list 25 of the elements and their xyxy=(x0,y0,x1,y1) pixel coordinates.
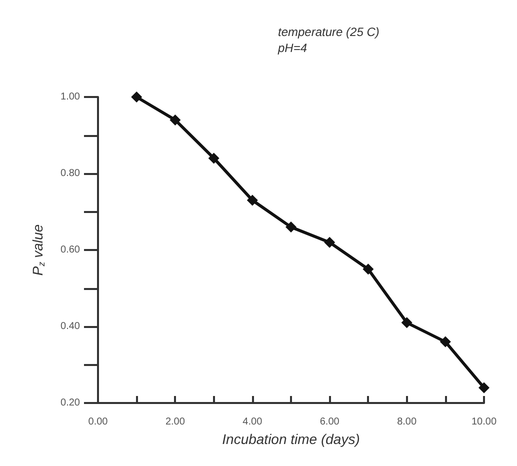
x-tick-label: 0.00 xyxy=(88,416,108,428)
y-tick-label: 0.60 xyxy=(60,244,80,256)
x-tick-label: 8.00 xyxy=(397,416,417,428)
point xyxy=(246,194,258,206)
y-axis-title: Pz value xyxy=(30,224,46,276)
point xyxy=(440,336,451,348)
text: pH=4 xyxy=(277,41,308,55)
point xyxy=(286,222,296,233)
y-tick-label: 0.40 xyxy=(60,321,80,332)
x-tick-label: 10.00 xyxy=(471,416,497,428)
text: temperature (25 C) xyxy=(278,25,380,39)
point xyxy=(362,264,374,275)
x-tick-label: 2.00 xyxy=(165,416,186,428)
point xyxy=(478,382,490,394)
y-tick-label: 0.20 xyxy=(60,398,80,408)
x-tick-label: 6.00 xyxy=(320,416,340,428)
point xyxy=(324,236,336,248)
point xyxy=(208,152,220,164)
x-tick-label: 4.00 xyxy=(242,416,263,428)
y-tick-label: 0.80 xyxy=(60,168,80,179)
point xyxy=(131,92,142,102)
point xyxy=(170,114,181,126)
point xyxy=(401,317,412,328)
y-tick-label: 1.00 xyxy=(60,92,80,102)
x-axis-title: Incubation time (days) xyxy=(222,430,360,447)
